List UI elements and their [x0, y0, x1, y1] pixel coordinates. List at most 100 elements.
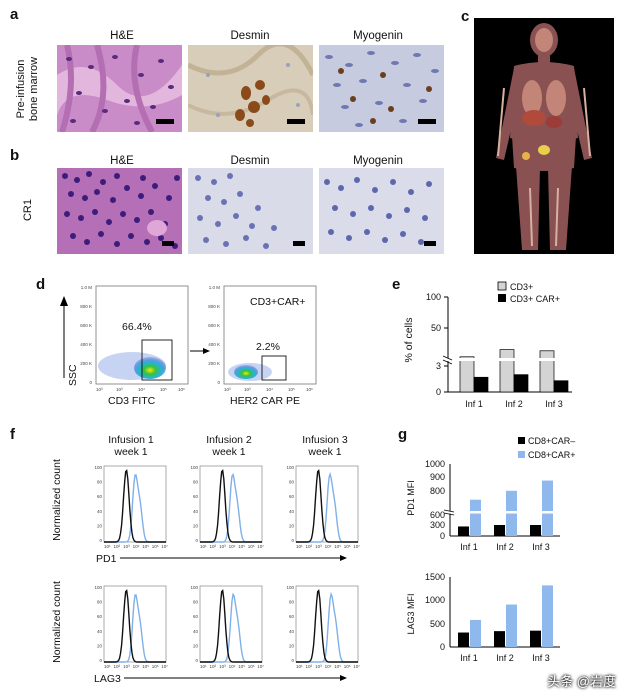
d-right-gate: [261, 355, 287, 381]
d-ylabel: SSC: [67, 364, 79, 386]
f-ytick: 100: [190, 465, 198, 470]
d-ytick: 1.0 M: [81, 285, 93, 290]
f-xtick: 10¹: [104, 544, 111, 549]
f-ytick: 20: [97, 523, 103, 528]
g-legend-swatch-black: [518, 437, 525, 444]
f-ytick: 40: [193, 509, 199, 514]
panel-d-label: d: [36, 276, 46, 293]
a-he-image: [57, 45, 182, 132]
f-curve-car-positive: [200, 472, 262, 543]
d-ytick: 400 K: [208, 342, 220, 347]
g2-bar-car-pos-2: [506, 604, 517, 647]
d-xtick: 10⁶: [178, 387, 185, 392]
f-ytick: 60: [289, 614, 295, 619]
f-ytick: 40: [97, 629, 103, 634]
g2-ylabel: LAG3 MFI: [406, 593, 416, 634]
f-curve-car-positive: [296, 471, 358, 543]
b-desmin-image: [188, 168, 313, 254]
f-xtick: 10⁶: [248, 544, 255, 549]
f-xtick: 10⁶: [344, 544, 351, 549]
g2-bar-car-neg-2: [494, 631, 505, 647]
scale-bar: [293, 241, 305, 246]
scale-bar: [424, 241, 436, 246]
a-row-label-line2: bone marrow: [28, 56, 40, 122]
f-ytick: 20: [289, 523, 295, 528]
g2-category-label: Inf 1: [460, 653, 478, 663]
g-legend-swatch-blue: [518, 451, 525, 458]
d-ytick: 600 K: [208, 323, 220, 328]
panel-g-label: g: [398, 426, 408, 443]
e-ytick: 100: [426, 292, 441, 302]
g2-ytick: 500: [430, 619, 445, 629]
f-xtick: 10⁴: [325, 664, 332, 669]
f-ytick: 80: [289, 600, 295, 605]
d-ytick: 200 K: [208, 361, 220, 366]
g1-ytick: 800: [430, 486, 445, 496]
f-xtick: 10⁵: [142, 544, 149, 549]
d-ytick: 800 K: [208, 304, 220, 309]
c-pet-ct-image: [474, 18, 614, 254]
f-xtick: 10³: [219, 664, 226, 669]
f-xtick: 10⁷: [257, 544, 264, 549]
a-title-myogenin: Myogenin: [353, 30, 403, 42]
f-xtick: 10⁷: [353, 664, 360, 669]
f-curve-car-positive: [296, 591, 358, 663]
e-bar-cd3car-2: [513, 374, 529, 393]
f-ytick: 0: [99, 658, 102, 663]
f-xtick: 10¹: [104, 664, 111, 669]
e-bar-cd3-3: [539, 350, 555, 393]
panel-b-label: b: [10, 147, 20, 164]
f-ytick: 60: [193, 614, 199, 619]
f-xtick: 10⁶: [152, 664, 159, 669]
d-ytick: 600 K: [80, 323, 92, 328]
f-xtick: 10⁵: [238, 664, 245, 669]
f-xlabel-pd1: PD1: [96, 553, 117, 565]
scale-bar: [418, 119, 436, 124]
f-xtick: 10³: [315, 544, 322, 549]
f-ytick: 100: [286, 585, 294, 590]
d-xtick: 10³: [244, 387, 251, 392]
d-ytick: 0: [89, 380, 92, 385]
f-xtick: 10⁵: [142, 664, 149, 669]
f-ytick: 20: [193, 643, 199, 648]
d-ytick: 1.0 M: [209, 285, 221, 290]
d-right-population: [234, 365, 258, 379]
d-left-gate-pct: 66.4%: [122, 321, 152, 333]
f-ylabel-bottom: Normalized count: [51, 581, 63, 663]
f-ytick: 60: [97, 494, 103, 499]
f-xtick: 10²: [114, 664, 121, 669]
a-desmin-image: [188, 45, 313, 132]
a-row-label-line1: Pre-infusion: [15, 59, 27, 119]
g1-ytick: 0: [440, 531, 445, 541]
g2-ytick: 1000: [425, 595, 445, 605]
e-bar-cd3car-1: [473, 376, 489, 393]
f-ytick: 100: [94, 585, 102, 590]
f-ytick: 100: [286, 465, 294, 470]
f-ylabel-top: Normalized count: [51, 459, 63, 541]
d-right-plot-frame: [223, 285, 317, 385]
d-right-title: CD3+CAR+: [250, 296, 305, 308]
e-legend-swatch-black: [498, 294, 506, 302]
f-xtick: 10¹: [296, 664, 303, 669]
f-xtick: 10⁴: [229, 664, 236, 669]
f-ytick: 60: [289, 494, 295, 499]
panel-a-label: a: [10, 6, 19, 23]
f-xtick: 10⁴: [133, 544, 140, 549]
f-ytick: 0: [195, 538, 198, 543]
f-ytick: 0: [99, 538, 102, 543]
f-ytick: 60: [97, 614, 103, 619]
e-ylabel: % of cells: [403, 318, 415, 363]
d-xtick: 10⁵: [288, 387, 295, 392]
d-ytick: 800 K: [80, 304, 92, 309]
f-ytick: 100: [190, 585, 198, 590]
f-xtick: 10⁶: [152, 544, 159, 549]
f-xtick: 10²: [210, 664, 217, 669]
f-curve-car-negative: [296, 469, 358, 543]
b-row-label-text: CR1: [22, 199, 34, 222]
scale-bar: [162, 241, 174, 246]
g1-bar-car-pos-3: [542, 480, 553, 536]
d-left-plot-frame: [95, 285, 189, 385]
d-ytick: 200 K: [80, 361, 92, 366]
f-curve-car-positive: [200, 592, 262, 663]
d-ytick: 400 K: [80, 342, 92, 347]
